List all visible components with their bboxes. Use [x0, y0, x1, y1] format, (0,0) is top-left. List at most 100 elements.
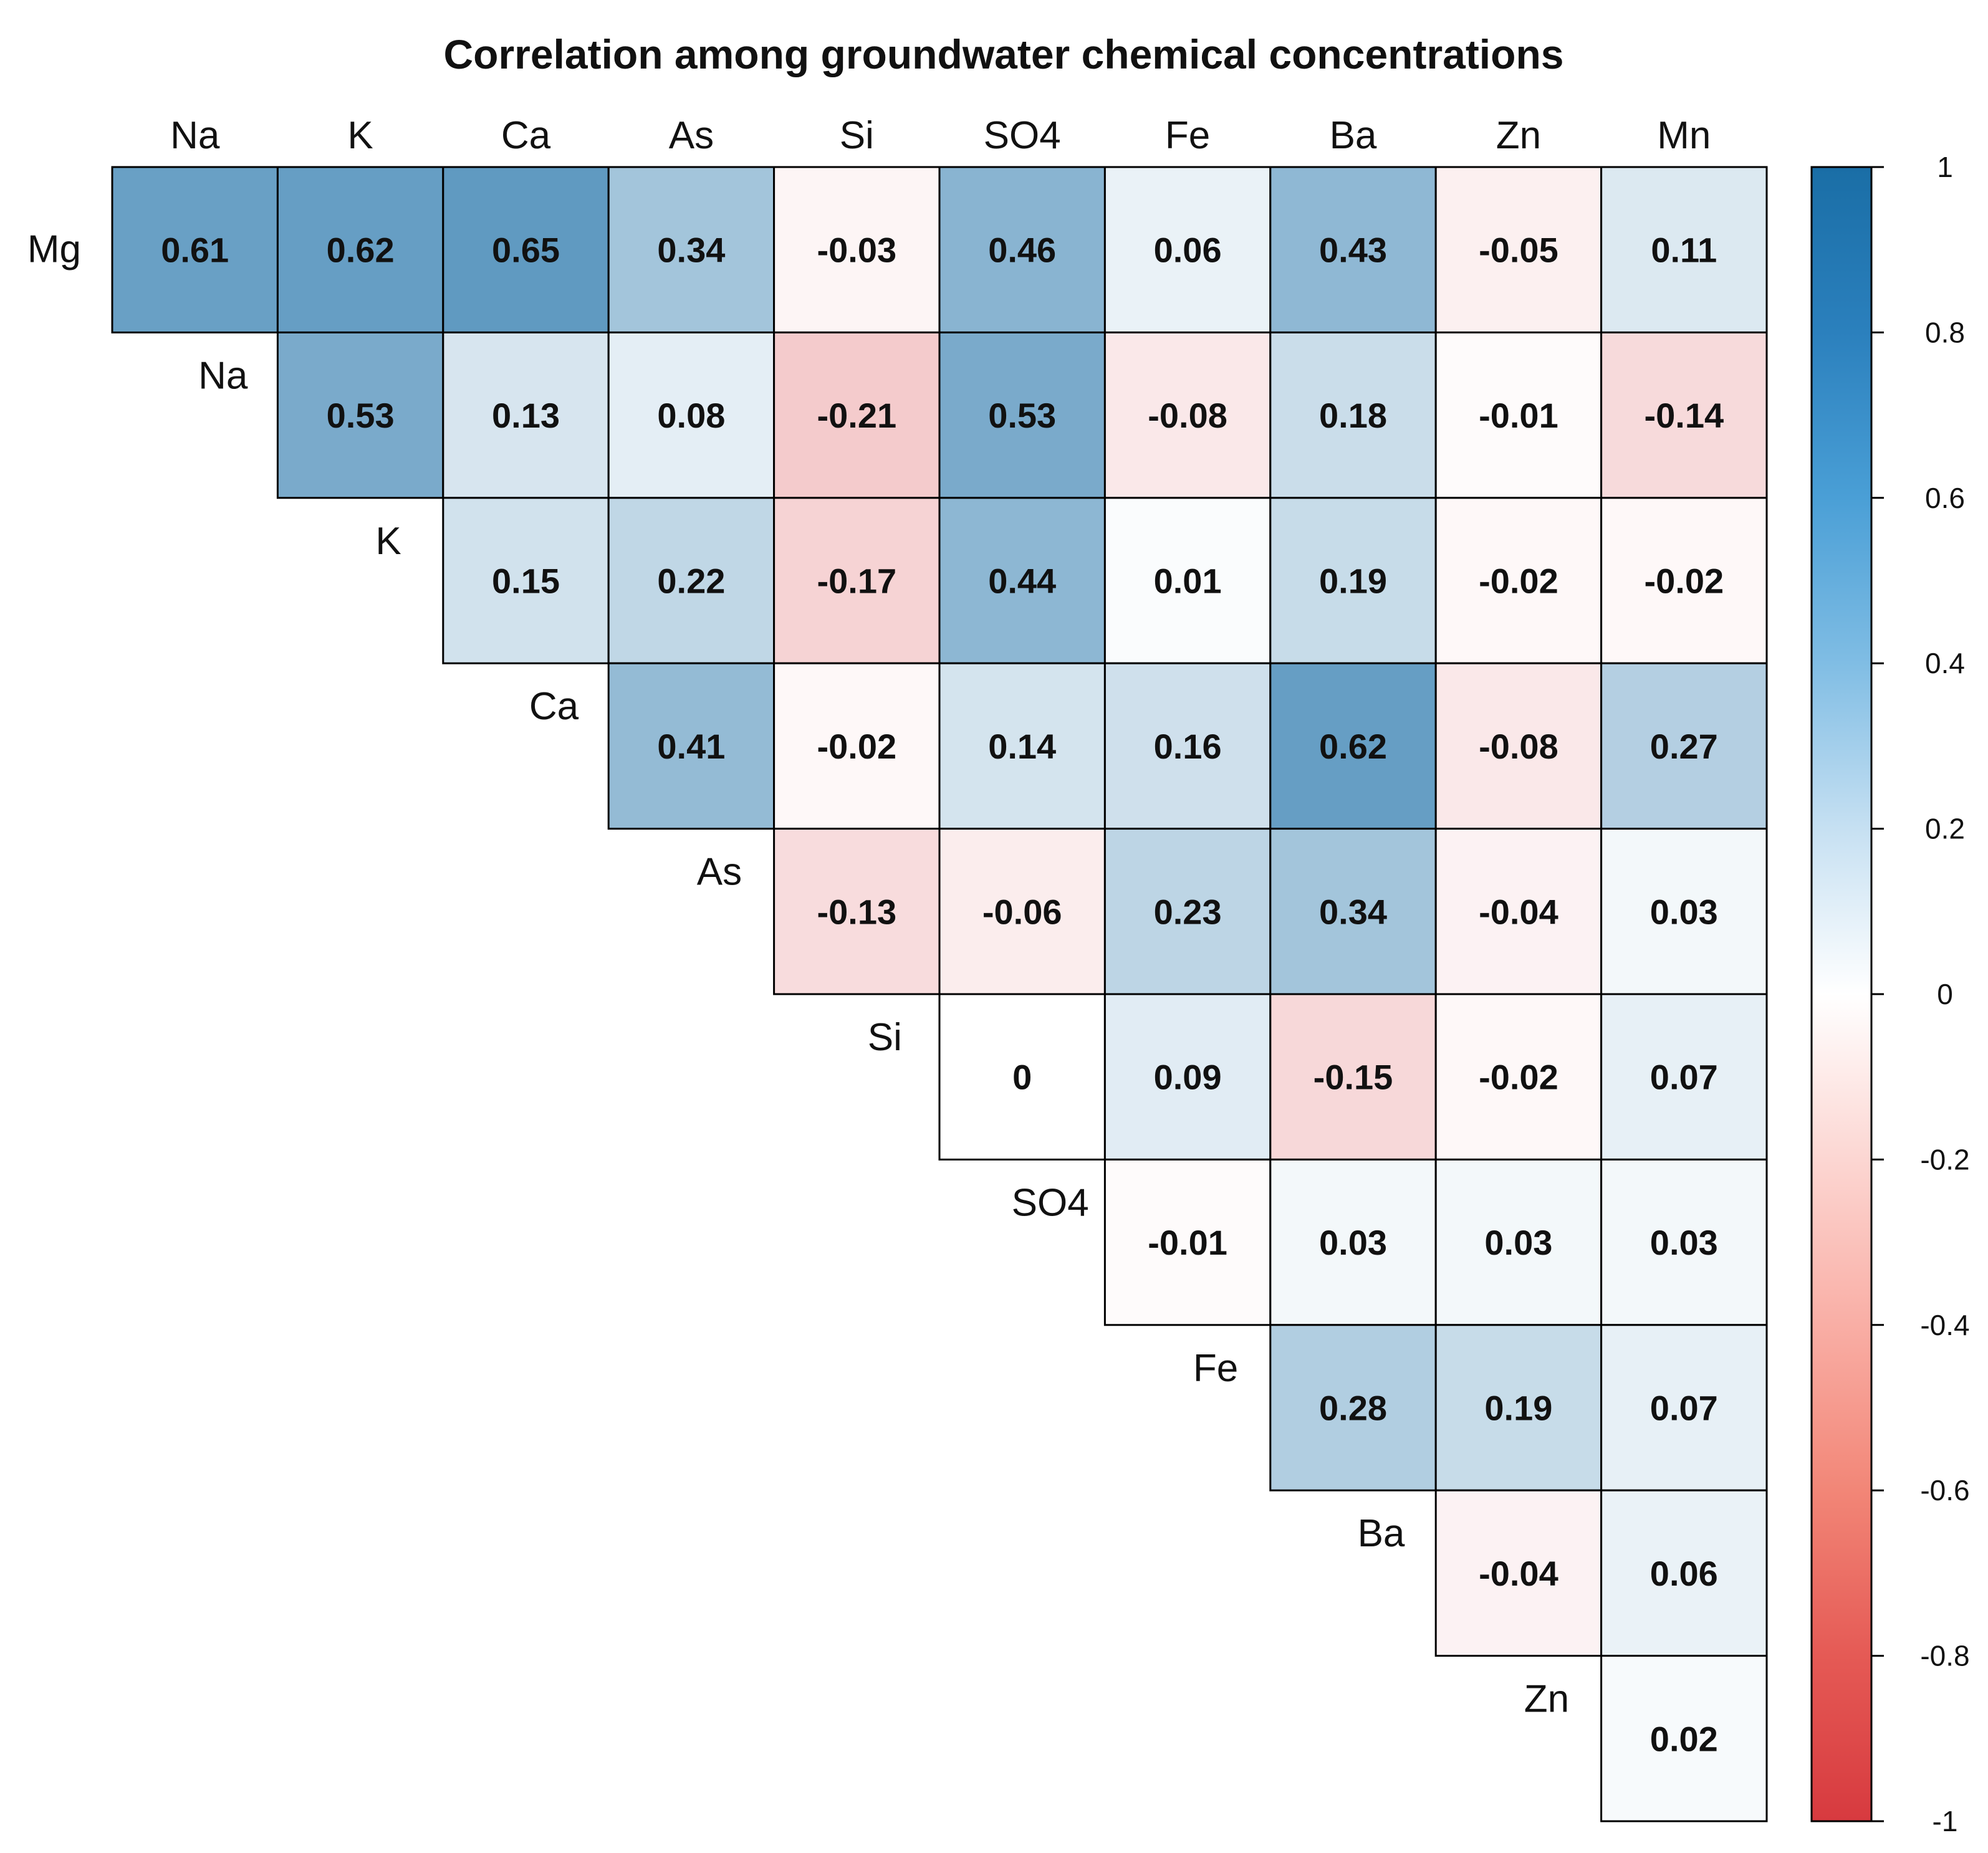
row-label-fe: Fe: [1193, 1347, 1238, 1390]
cell-value-label: 0.61: [161, 231, 229, 270]
cell-value-label: 0.53: [327, 396, 395, 435]
column-label-na: Na: [170, 114, 220, 157]
cell-ca-as: [607, 662, 776, 830]
legend-tick-label: -0.2: [1920, 1143, 1969, 1175]
row-label-ca: Ca: [529, 685, 579, 728]
legend-ticks: 1 0.8 0.6 0.4 0.2 0 -0.2 -0.4 -0.6 -0.8 -1: [1871, 151, 1970, 1837]
cell-mg-as: [607, 166, 776, 333]
cell-k-mn: [1600, 497, 1768, 664]
cell-value-label: 0.46: [988, 231, 1056, 270]
cell-si-fe: [1103, 993, 1272, 1161]
cell-value-label: -0.08: [1479, 727, 1558, 766]
cell-k-ca: [442, 497, 610, 664]
cell-so4-mn: [1600, 1158, 1768, 1326]
cell-value-label: 0.34: [1319, 892, 1387, 931]
cell-as-ba: [1269, 828, 1437, 995]
color-legend: 1 0.8 0.6 0.4 0.2 0 -0.2 -0.4 -0.6 -0.8 -1: [1810, 151, 1970, 1837]
cell-value-label: 0.03: [1650, 1223, 1718, 1262]
row-label-so4: SO4: [1012, 1181, 1089, 1224]
cell-mg-mn: [1600, 166, 1768, 333]
cell-mg-ba: [1269, 166, 1437, 333]
cell-k-ba: [1269, 497, 1437, 664]
legend-tick-label: -0.8: [1920, 1640, 1969, 1672]
legend-tick-label: 0.6: [1925, 482, 1965, 514]
cell-value-label: 0.09: [1154, 1058, 1222, 1097]
legend-tick-label: 0.2: [1925, 813, 1965, 845]
cell-value-label: -0.04: [1479, 1554, 1558, 1593]
cell-so4-zn: [1434, 1158, 1603, 1326]
cell-value-label: 0.07: [1650, 1389, 1718, 1428]
legend-tick-label: 1: [1937, 151, 1953, 183]
cell-value-label: 0.08: [657, 396, 725, 435]
column-label-as: As: [669, 114, 714, 157]
cell-ba-zn: [1434, 1489, 1603, 1657]
legend-tick-label: 0: [1937, 978, 1953, 1010]
cell-value-label: -0.01: [1479, 396, 1558, 435]
row-labels: Mg Na K Ca As Si SO4 Fe Ba Zn: [27, 228, 1569, 1721]
legend-tick-label: -1: [1933, 1805, 1958, 1837]
cell-value-label: 0.44: [988, 562, 1056, 601]
cell-value-label: -0.08: [1148, 396, 1227, 435]
cell-value-label: 0.16: [1154, 727, 1222, 766]
cell-value-label: -0.02: [1479, 562, 1558, 601]
column-label-so4: SO4: [984, 114, 1061, 157]
cell-k-si: [773, 497, 941, 664]
cell-na-zn: [1434, 331, 1603, 499]
cell-value-label: -0.17: [817, 562, 896, 601]
row-label-zn: Zn: [1524, 1678, 1569, 1721]
column-labels: Na K Ca As Si SO4 Fe Ba Zn Mn: [170, 114, 1711, 157]
column-label-k: K: [347, 114, 373, 157]
column-label-ba: Ba: [1330, 114, 1377, 157]
cell-value-label: 0.06: [1650, 1554, 1718, 1593]
cell-si-mn: [1600, 993, 1768, 1161]
legend-color-bar: [1810, 166, 1873, 1822]
chart-title: Correlation among groundwater chemical c…: [444, 31, 1564, 77]
cell-as-si: [773, 828, 941, 995]
cell-value-label: 0: [1012, 1058, 1032, 1097]
cell-na-so4: [938, 331, 1106, 499]
cell-value-label: 0.14: [988, 727, 1056, 766]
cell-value-label: -0.13: [817, 892, 896, 931]
cell-na-mn: [1600, 331, 1768, 499]
cell-value-label: -0.04: [1479, 892, 1558, 931]
cell-na-ca: [442, 331, 610, 499]
column-label-fe: Fe: [1165, 114, 1210, 157]
cell-ca-fe: [1103, 662, 1272, 830]
cell-value-label: 0.28: [1319, 1389, 1387, 1428]
cell-fe-zn: [1434, 1324, 1603, 1491]
cell-value-label: 0.18: [1319, 396, 1387, 435]
cell-value-label: -0.01: [1148, 1223, 1227, 1262]
cell-value-label: 0.53: [988, 396, 1056, 435]
cell-value-label: -0.02: [1644, 562, 1724, 601]
cell-value-label: 0.06: [1154, 231, 1222, 270]
cell-si-ba: [1269, 993, 1437, 1161]
cell-value-label: 0.11: [1651, 231, 1717, 270]
cell-value-label: -0.02: [1479, 1058, 1558, 1097]
row-label-k: K: [375, 520, 401, 563]
cell-value-label: 0.27: [1650, 727, 1718, 766]
row-label-si: Si: [868, 1016, 902, 1059]
column-label-ca: Ca: [501, 114, 551, 157]
cell-value-label: 0.03: [1650, 892, 1718, 931]
cell-value-label: 0.02: [1650, 1719, 1718, 1758]
cell-value-label: 0.15: [492, 562, 560, 601]
heatmap-cells: 0.61 0.62 0.65 0.34 -0.03 0.46 0.06 0.43 -0.05 0.…: [111, 166, 1768, 1822]
cell-value-label: 0.34: [657, 231, 725, 270]
cell-mg-ca: [442, 166, 610, 333]
cell-mg-k: [276, 166, 444, 333]
cell-value-label: -0.06: [982, 892, 1062, 931]
cell-value-label: 0.62: [1319, 727, 1387, 766]
cell-value-label: -0.02: [817, 727, 896, 766]
legend-tick-label: -0.6: [1920, 1474, 1969, 1506]
legend-tick-label: 0.4: [1925, 647, 1965, 679]
legend-tick-label: -0.4: [1920, 1309, 1969, 1341]
cell-value-label: 0.19: [1319, 562, 1387, 601]
cell-value-label: 0.19: [1484, 1389, 1552, 1428]
row-label-ba: Ba: [1358, 1512, 1405, 1555]
cell-value-label: 0.62: [327, 231, 395, 270]
cell-value-label: 0.03: [1319, 1223, 1387, 1262]
cell-so4-ba: [1269, 1158, 1437, 1326]
column-label-si: Si: [840, 114, 874, 157]
cell-so4-fe: [1103, 1158, 1272, 1326]
